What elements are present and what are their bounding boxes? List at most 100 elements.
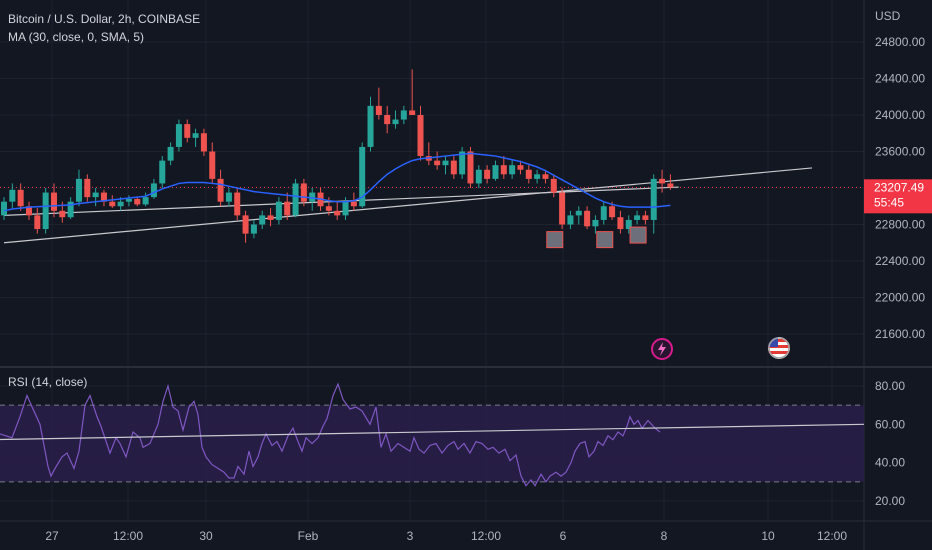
candle-body (167, 146, 174, 161)
price-axis-tick: 24800.00 (875, 35, 925, 49)
candle-body (234, 192, 241, 216)
price-axis-tick: 22000.00 (875, 291, 925, 305)
candle-body (50, 192, 57, 211)
candle-body (59, 210, 66, 218)
rsi-axis-tick: 20.00 (875, 494, 905, 508)
rsi-band-fill (0, 405, 864, 482)
candle-body (617, 217, 624, 230)
candle-body (75, 178, 82, 202)
time-axis-label: 30 (199, 529, 213, 543)
candle-body (142, 197, 149, 205)
candle-body (642, 215, 649, 220)
price-axis-currency: USD (875, 9, 901, 23)
highlight-marker (629, 226, 647, 244)
us-flag-glyph (768, 337, 790, 359)
candle-body (600, 206, 607, 220)
candle-body (217, 178, 224, 202)
candle-body (109, 201, 116, 207)
candle-body (500, 165, 507, 175)
time-axis-label: 27 (45, 529, 59, 543)
lightning-glyph (658, 342, 666, 356)
candle-body (450, 160, 457, 175)
candle-body (409, 110, 416, 115)
time-axis-label: 12:00 (471, 529, 501, 543)
candle-body (434, 160, 441, 166)
candle-body (192, 133, 199, 138)
time-axis-label: 12:00 (113, 529, 143, 543)
candle-body (459, 151, 466, 175)
candle-body (625, 219, 632, 230)
candle-body (509, 165, 516, 175)
candle-body (9, 189, 16, 202)
candle-body (650, 178, 657, 220)
ma-indicator-label: MA (30, close, 0, SMA, 5) (8, 30, 145, 44)
candle-body (400, 110, 407, 120)
candle-body (184, 124, 191, 138)
candle-body (25, 206, 32, 216)
candle-body (284, 201, 291, 216)
candle-body (225, 192, 232, 202)
candle-body (309, 192, 316, 202)
candle-body (384, 115, 391, 125)
candle-body (609, 206, 616, 218)
candle-body (84, 178, 91, 198)
candle-body (325, 206, 332, 211)
time-axis-label: 3 (407, 529, 414, 543)
candle-body (200, 133, 207, 152)
candle-body (267, 215, 274, 220)
candle-body (367, 105, 374, 147)
us-flag-economic-event-icon[interactable] (768, 337, 790, 359)
price-axis-tick: 22400.00 (875, 254, 925, 268)
last-price-label (864, 179, 932, 214)
ma-line (3, 152, 671, 212)
candle-body (334, 210, 341, 216)
last-price-value: 23207.49 (874, 180, 924, 194)
candle-body (467, 151, 474, 184)
support-trend-line (3, 167, 813, 244)
candle-body (292, 183, 299, 216)
time-axis-label: Feb (298, 529, 319, 543)
rsi-axis-tick: 40.00 (875, 456, 905, 470)
time-axis-label: 8 (661, 529, 668, 543)
candle-body (125, 198, 132, 202)
candle-body (100, 192, 107, 202)
candle-body (342, 201, 349, 216)
candle-body (259, 215, 266, 225)
candle-body (525, 169, 532, 179)
price-axis-tick: 24000.00 (875, 108, 925, 122)
price-axis-tick: 24400.00 (875, 72, 925, 86)
highlight-marker (596, 231, 614, 249)
candle-body (34, 215, 41, 230)
rsi-trend-line (0, 423, 865, 441)
lightning-event-icon[interactable] (651, 338, 673, 360)
candle-body (592, 219, 599, 227)
candle-body (634, 215, 641, 220)
rsi-indicator-label: RSI (14, close) (8, 375, 88, 389)
candle-body (484, 169, 491, 179)
candle-body (175, 124, 182, 147)
candle-body (417, 115, 424, 157)
candle-body (575, 210, 582, 216)
candle-body (250, 224, 257, 234)
candle-body (517, 165, 524, 170)
candle-body (475, 169, 482, 184)
candle-body (559, 192, 566, 225)
candle-body (275, 201, 282, 220)
time-axis-label: 6 (560, 529, 567, 543)
candle-body (42, 192, 49, 230)
candle-body (375, 105, 382, 115)
candle-body (1, 201, 7, 216)
candle-body (567, 215, 574, 225)
candle-body (542, 174, 549, 179)
candle-body (659, 178, 666, 184)
price-axis-tick: 21600.00 (875, 327, 925, 341)
candle-body (350, 201, 357, 207)
candle-body (300, 183, 307, 202)
symbol-title: Bitcoin / U.S. Dollar, 2h, COINBASE (8, 12, 201, 26)
candle-body (92, 192, 99, 198)
price-axis-tick: 23600.00 (875, 145, 925, 159)
candle-body (534, 174, 541, 179)
time-axis-label: 10 (761, 529, 775, 543)
